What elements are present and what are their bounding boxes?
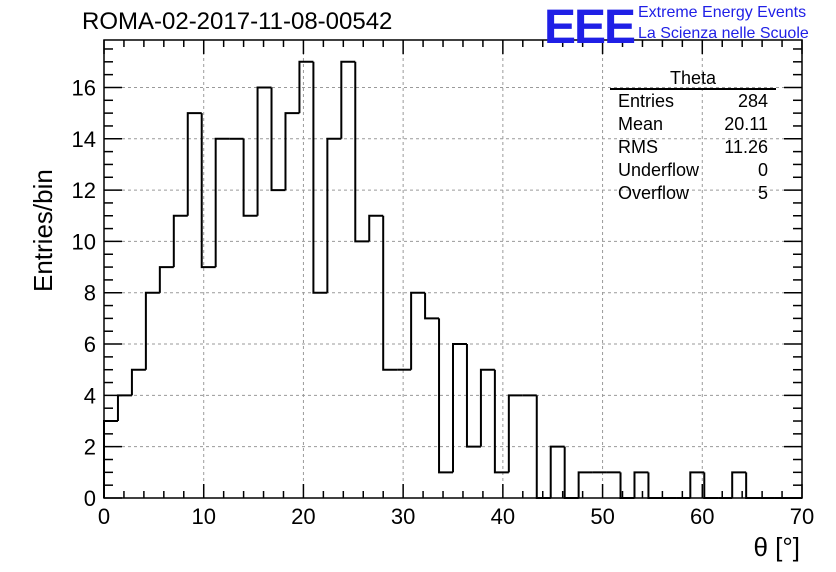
histogram-bin xyxy=(312,61,328,294)
stats-row-entries: Entries 284 xyxy=(610,90,776,113)
y-tick-label: 14 xyxy=(72,127,96,152)
chart-title: ROMA-02-2017-11-08-00542 xyxy=(82,8,393,35)
histogram-bin xyxy=(270,87,286,192)
x-tick-label: 70 xyxy=(790,504,814,529)
histogram-bin xyxy=(479,368,495,447)
x-tick-label: 50 xyxy=(590,504,614,529)
y-tick-label: 8 xyxy=(84,281,96,306)
histogram-bin xyxy=(731,471,747,498)
histogram-bin xyxy=(549,445,565,498)
histogram-bin xyxy=(200,113,216,269)
histogram-bin xyxy=(493,369,509,474)
histogram-bin xyxy=(144,291,160,370)
y-tick-label: 16 xyxy=(72,75,96,100)
histogram-bin xyxy=(577,471,593,498)
stats-value: 284 xyxy=(737,91,768,111)
y-tick-label: 12 xyxy=(72,178,96,203)
x-tick-label: 30 xyxy=(391,504,415,529)
histogram-bin xyxy=(256,86,272,216)
histogram-bin xyxy=(703,472,719,499)
y-tick-label: 2 xyxy=(84,435,96,460)
stats-row-overflow: Overflow 5 xyxy=(610,182,776,205)
y-tick-label: 0 xyxy=(84,486,96,511)
histogram-bin xyxy=(563,446,579,499)
x-tick-label: 40 xyxy=(491,504,515,529)
x-axis-label: θ [°] xyxy=(753,532,800,562)
histogram-bin xyxy=(382,215,398,371)
histogram-bin xyxy=(326,137,342,293)
histogram-bin xyxy=(340,60,356,139)
stats-value: 20.11 xyxy=(724,114,768,134)
y-axis-label-wrapper: Entries/bin xyxy=(8,169,58,292)
stats-row-underflow: Underflow 0 xyxy=(610,159,776,182)
axis-ticks xyxy=(103,40,803,499)
histogram-bin xyxy=(354,61,370,243)
stats-label: Mean xyxy=(618,114,664,134)
histogram-bin xyxy=(745,472,761,499)
stats-value: 0 xyxy=(757,160,768,180)
y-tick-label: 4 xyxy=(84,383,96,408)
histogram-bin xyxy=(186,112,202,216)
x-tick-label: 60 xyxy=(690,504,714,529)
histogram-bin xyxy=(368,214,384,242)
histogram-bin xyxy=(465,344,481,448)
histogram-bin xyxy=(647,472,663,499)
stats-label: RMS xyxy=(618,137,658,157)
histogram-bin xyxy=(452,343,467,473)
stats-value: 11.26 xyxy=(724,137,768,157)
logo-line-1: Extreme Energy Events xyxy=(638,4,807,21)
stats-row-rms: RMS 11.26 xyxy=(610,136,776,159)
histogram-bin xyxy=(284,112,300,191)
x-tick-label: 10 xyxy=(191,504,215,529)
y-axis-label: Entries/bin xyxy=(28,169,58,292)
x-tick-label: 20 xyxy=(291,504,315,529)
histogram-bin xyxy=(172,214,188,268)
histogram-bin xyxy=(130,368,146,396)
histogram-bin xyxy=(214,137,230,268)
x-tick-label: 0 xyxy=(98,504,110,529)
histogram-bin xyxy=(438,318,453,474)
stats-value: 5 xyxy=(757,183,768,203)
stats-label: Overflow xyxy=(618,183,690,203)
histogram-bin xyxy=(298,60,314,114)
histogram-bin xyxy=(507,394,523,473)
histogram-bin xyxy=(633,471,649,498)
stats-label: Underflow xyxy=(618,160,700,180)
histogram-bin xyxy=(424,292,440,320)
stats-title: Theta xyxy=(610,68,776,90)
y-tick-label: 6 xyxy=(84,332,96,357)
histogram-bin xyxy=(689,471,705,498)
histogram-bin xyxy=(242,138,258,217)
plot-frame xyxy=(103,39,803,499)
stats-row-mean: Mean 20.11 xyxy=(610,113,776,136)
histogram-bin xyxy=(158,266,174,293)
stats-label: Entries xyxy=(618,91,675,111)
eee-logo: EEE xyxy=(544,1,636,54)
stats-box: Theta Entries 284 Mean 20.11 RMS 11.26 U… xyxy=(610,68,776,205)
logo-line-2: La Scienza nelle Scuole xyxy=(638,25,809,42)
histogram-bin xyxy=(410,291,426,370)
histogram-bin xyxy=(116,394,132,422)
y-tick-label: 10 xyxy=(72,229,96,254)
